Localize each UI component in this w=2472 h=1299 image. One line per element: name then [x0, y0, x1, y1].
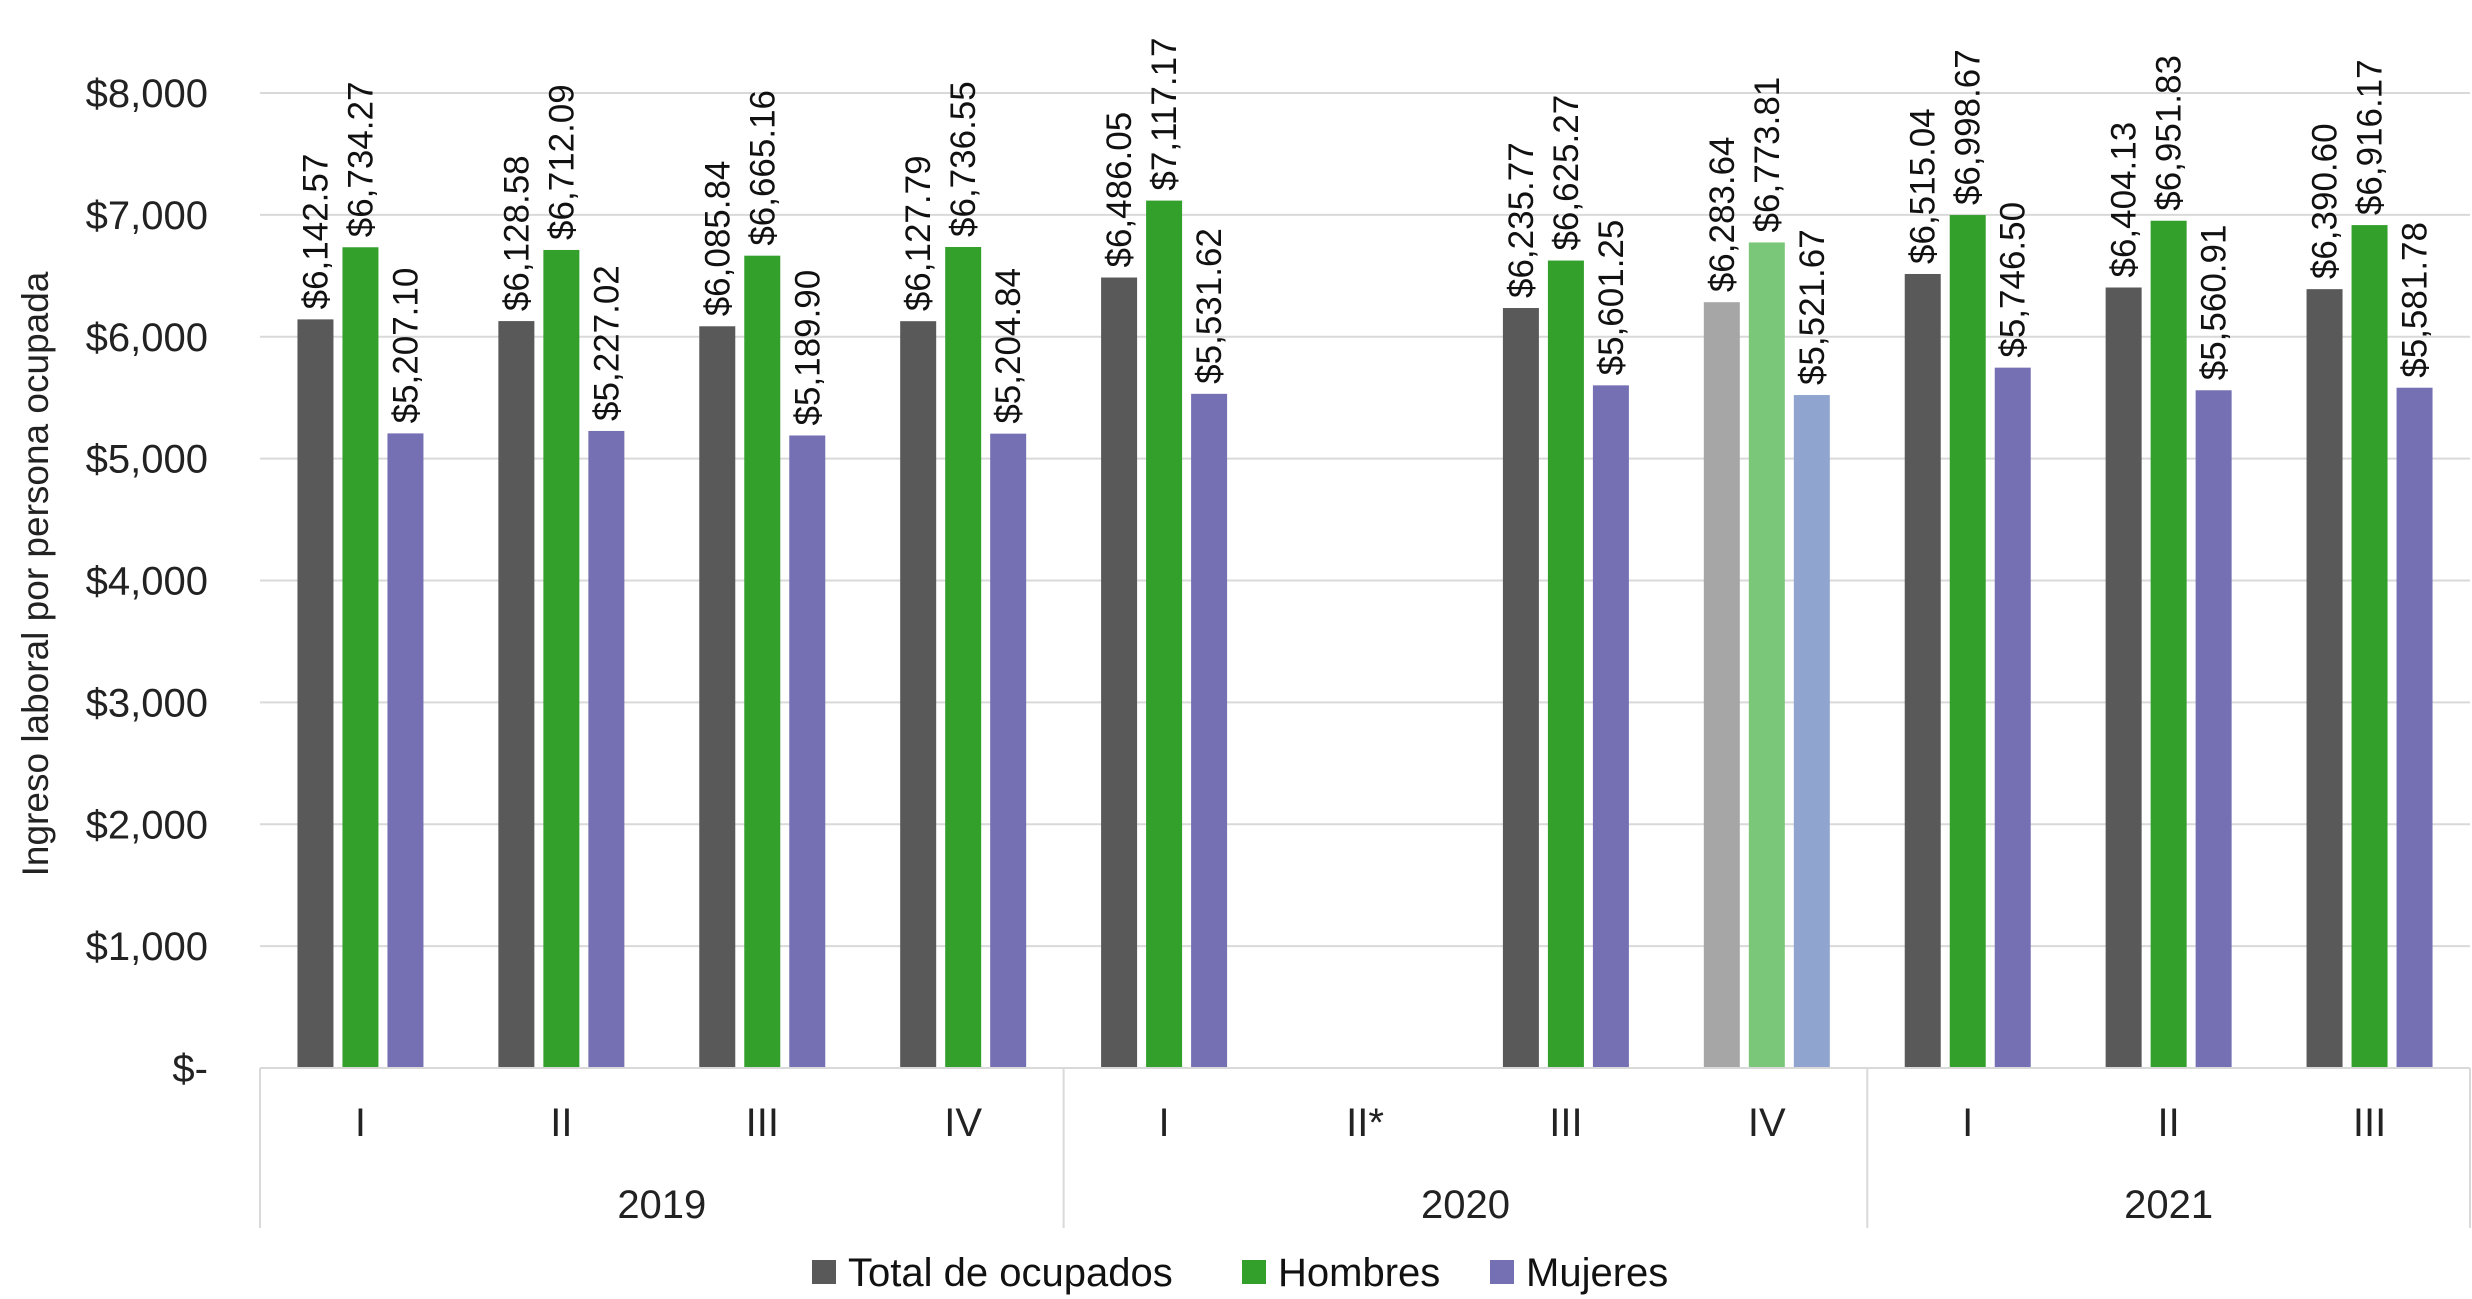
- bar: [900, 321, 937, 1068]
- data-label: $6,127.79: [899, 155, 938, 311]
- x-group-label: 2019: [617, 1183, 706, 1227]
- data-label: $6,390.60: [2306, 123, 2345, 279]
- bar: [498, 321, 535, 1068]
- data-label: $6,734.27: [341, 82, 380, 238]
- x-tick-label: I: [1962, 1101, 1973, 1145]
- x-tick-label: II: [550, 1101, 572, 1145]
- data-label: $5,207.10: [386, 268, 425, 424]
- bar: [1146, 200, 1183, 1068]
- data-label: $6,736.55: [944, 81, 983, 237]
- bars: [297, 200, 2433, 1069]
- legend-label: Total de ocupados: [848, 1251, 1173, 1295]
- x-tick-label: III: [1549, 1101, 1582, 1145]
- bar: [1703, 302, 1740, 1068]
- x-tick-label: II*: [1346, 1101, 1384, 1145]
- data-label: $5,189.90: [788, 270, 827, 426]
- data-labels: $6,142.57 $6,734.27$5,207.10$6,128.58 $6,7…: [296, 37, 2434, 425]
- data-label: $5,227.02: [587, 265, 626, 421]
- data-label: $6,085.84: [698, 161, 737, 317]
- y-tick-label: $1,000: [86, 925, 208, 969]
- data-label: $6,998.67: [1949, 49, 1988, 205]
- data-label: $6,773.81: [1748, 77, 1787, 233]
- bar: [2396, 387, 2433, 1068]
- data-label: $6,235.77: [1502, 142, 1541, 298]
- bar: [1592, 385, 1629, 1068]
- x-group-label: 2020: [1421, 1183, 1510, 1227]
- y-tick-label: $5,000: [86, 438, 208, 482]
- data-label: $6,142.57: [296, 154, 335, 310]
- bar: [2351, 225, 2388, 1068]
- bar: [789, 435, 826, 1068]
- data-label: $6,712.09: [542, 84, 581, 240]
- x-tick-label: III: [2353, 1101, 2386, 1145]
- bar: [588, 430, 625, 1069]
- bar: [1191, 393, 1228, 1068]
- y-tick-label: $2,000: [86, 803, 208, 847]
- data-label: $7,117.17: [1145, 37, 1184, 190]
- bar: [387, 433, 424, 1069]
- bar: [1949, 215, 1986, 1068]
- bar: [342, 247, 379, 1068]
- data-label: $5,581.78: [2396, 222, 2435, 378]
- data-label: $6,665.16: [743, 90, 782, 246]
- data-label: $5,531.62: [1190, 228, 1229, 384]
- bar: [2195, 390, 2232, 1068]
- legend-label: Mujeres: [1526, 1251, 1668, 1295]
- bar: [1748, 242, 1785, 1069]
- x-tick-label: III: [746, 1101, 779, 1145]
- data-label: $6,916.17: [2351, 59, 2390, 215]
- x-tick-label: IV: [944, 1101, 982, 1145]
- data-label: $5,521.67: [1793, 229, 1832, 385]
- data-label: $6,625.27: [1547, 95, 1586, 251]
- bar: [699, 326, 736, 1069]
- y-tick-label: $6,000: [86, 316, 208, 360]
- x-tick-label: I: [355, 1101, 366, 1145]
- bar: [2306, 289, 2343, 1068]
- x-tick-label: II: [2158, 1101, 2180, 1145]
- x-tick-label: I: [1159, 1101, 1170, 1145]
- bar: [1793, 395, 1830, 1068]
- gridlines: [260, 92, 2470, 948]
- x-tick-label: IV: [1748, 1101, 1786, 1145]
- bar: [744, 255, 781, 1069]
- bar: [1547, 260, 1584, 1068]
- data-label: $5,601.25: [1592, 220, 1631, 376]
- legend: Total de ocupados Hombres Mujeres: [812, 1251, 1668, 1295]
- bar: [1904, 273, 1941, 1068]
- bar: [297, 319, 334, 1068]
- data-label: $6,283.64: [1703, 136, 1742, 292]
- data-label: $6,515.04: [1904, 108, 1943, 264]
- data-label: $6,486.05: [1100, 112, 1139, 268]
- data-label: $5,746.50: [1994, 202, 2033, 358]
- x-group-label: 2021: [2124, 1183, 2213, 1227]
- data-label: $5,560.91: [2195, 225, 2234, 381]
- bar: [1994, 367, 2031, 1068]
- bar: [2105, 287, 2142, 1068]
- data-label: $6,951.83: [2150, 55, 2189, 211]
- y-tick-label: $3,000: [86, 681, 208, 725]
- legend-label: Hombres: [1278, 1251, 1440, 1295]
- y-tick-label: $4,000: [86, 560, 208, 604]
- bar: [543, 249, 580, 1068]
- legend-swatch: [1490, 1260, 1514, 1284]
- bar: [1502, 308, 1539, 1069]
- y-axis-title: Ingreso laboral por persona ocupada: [15, 271, 56, 876]
- data-label: $5,204.84: [989, 268, 1028, 424]
- bar: [1101, 277, 1138, 1068]
- bar: [990, 433, 1027, 1068]
- data-label: $6,404.13: [2105, 122, 2144, 278]
- bar: [945, 246, 982, 1068]
- y-axis-ticks: $- $1,000 $2,000 $3,000 $4,000 $5,000 $6,000 $7…: [86, 72, 208, 1091]
- y-tick-label: $7,000: [86, 194, 208, 238]
- y-tick-label: $-: [172, 1047, 208, 1091]
- data-label: $6,128.58: [497, 155, 536, 311]
- legend-swatch: [812, 1260, 836, 1284]
- bar: [2150, 220, 2187, 1068]
- y-tick-label: $8,000: [86, 72, 208, 116]
- legend-swatch: [1242, 1260, 1266, 1284]
